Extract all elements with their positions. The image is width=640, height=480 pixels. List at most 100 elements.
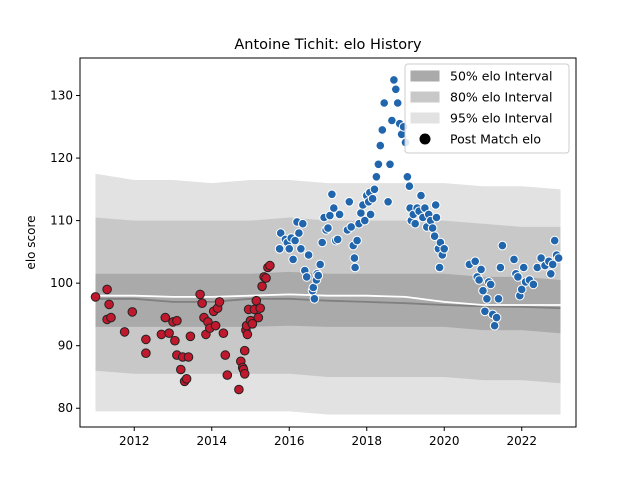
- data-point: [141, 334, 151, 345]
- data-point: [303, 250, 314, 260]
- data-point: [104, 299, 114, 310]
- data-point: [546, 269, 556, 279]
- data-point: [181, 374, 192, 384]
- data-point: [379, 98, 390, 108]
- x-tick-label: 2018: [351, 434, 382, 448]
- data-point: [284, 244, 295, 254]
- data-point: [482, 294, 492, 304]
- data-point: [298, 218, 308, 229]
- data-point: [239, 369, 250, 379]
- data-point: [485, 279, 496, 290]
- data-point: [325, 210, 335, 221]
- data-point: [255, 303, 266, 314]
- legend-label: 50% elo Interval: [450, 69, 552, 84]
- data-point: [430, 200, 441, 210]
- data-point: [497, 240, 508, 251]
- data-point: [478, 285, 488, 296]
- data-point: [327, 189, 337, 200]
- data-point: [156, 329, 167, 340]
- legend-swatch: [410, 112, 440, 124]
- data-point: [427, 223, 438, 233]
- data-point: [476, 264, 486, 275]
- data-point: [220, 350, 231, 360]
- data-point: [218, 328, 229, 339]
- data-point: [377, 125, 388, 135]
- data-point: [383, 197, 393, 207]
- data-point: [315, 259, 326, 270]
- data-point: [294, 228, 304, 238]
- data-point: [528, 279, 539, 290]
- data-point: [416, 190, 426, 201]
- data-point: [197, 298, 207, 309]
- legend: 50% elo Interval 80% elo Interval 95% elo …: [404, 63, 570, 154]
- data-point: [301, 272, 312, 282]
- y-tick-label: 100: [50, 276, 73, 290]
- x-tick-label: 2012: [119, 434, 150, 448]
- y-tick-label: 90: [58, 339, 73, 353]
- data-point: [439, 244, 450, 254]
- data-point: [549, 235, 560, 246]
- data-point: [431, 212, 442, 223]
- x-tick-label: 2022: [506, 434, 537, 448]
- data-point: [369, 184, 380, 195]
- data-point: [257, 281, 267, 292]
- y-tick-label: 110: [50, 214, 73, 228]
- data-point: [183, 352, 194, 362]
- data-point: [288, 254, 298, 265]
- data-point: [329, 203, 339, 213]
- data-point: [261, 273, 271, 283]
- data-point: [290, 235, 300, 246]
- data-point: [334, 209, 345, 220]
- data-point: [141, 348, 151, 359]
- data-point: [553, 253, 564, 263]
- data-point: [127, 307, 138, 317]
- data-point: [90, 292, 101, 302]
- data-point: [489, 320, 500, 331]
- data-point: [253, 312, 264, 323]
- data-point: [172, 315, 182, 326]
- data-point: [350, 262, 360, 273]
- data-point: [404, 181, 415, 191]
- data-point: [195, 289, 205, 300]
- data-point: [474, 275, 484, 285]
- data-point: [495, 262, 506, 273]
- data-point: [352, 235, 362, 246]
- x-tick-label: 2016: [274, 434, 305, 448]
- data-point: [119, 327, 130, 337]
- data-point: [513, 272, 523, 282]
- data-point: [360, 215, 370, 226]
- data-point: [106, 312, 116, 323]
- data-point: [247, 319, 258, 329]
- legend-label: 95% elo Interval: [450, 111, 552, 126]
- data-point: [265, 260, 275, 271]
- data-point: [275, 228, 286, 238]
- axis-ticks: 2012 2014 2016 2018 2020 2022 80 90 100 110 120 130: [50, 89, 537, 448]
- data-point: [429, 231, 440, 241]
- legend-box: [404, 63, 570, 154]
- data-point: [470, 256, 481, 267]
- legend-swatch: [410, 91, 440, 103]
- y-tick-label: 80: [58, 401, 73, 415]
- data-point: [365, 209, 376, 220]
- match-points: [90, 75, 564, 395]
- median-line: [95, 293, 561, 306]
- legend-label: Post Match elo: [450, 132, 541, 147]
- data-point: [185, 331, 196, 342]
- data-point: [402, 172, 413, 182]
- data-point: [547, 259, 558, 270]
- plot-frame: [79, 57, 577, 428]
- data-point: [210, 320, 221, 331]
- data-point: [102, 284, 112, 295]
- data-point: [313, 270, 324, 281]
- data-point: [410, 218, 421, 229]
- data-point: [518, 262, 529, 273]
- data-point: [491, 312, 502, 323]
- band-50: [95, 271, 561, 334]
- data-point: [296, 244, 306, 254]
- data-point: [516, 284, 527, 295]
- data-point: [323, 223, 333, 233]
- data-point: [160, 312, 171, 323]
- data-point: [164, 328, 174, 339]
- data-point: [170, 335, 180, 346]
